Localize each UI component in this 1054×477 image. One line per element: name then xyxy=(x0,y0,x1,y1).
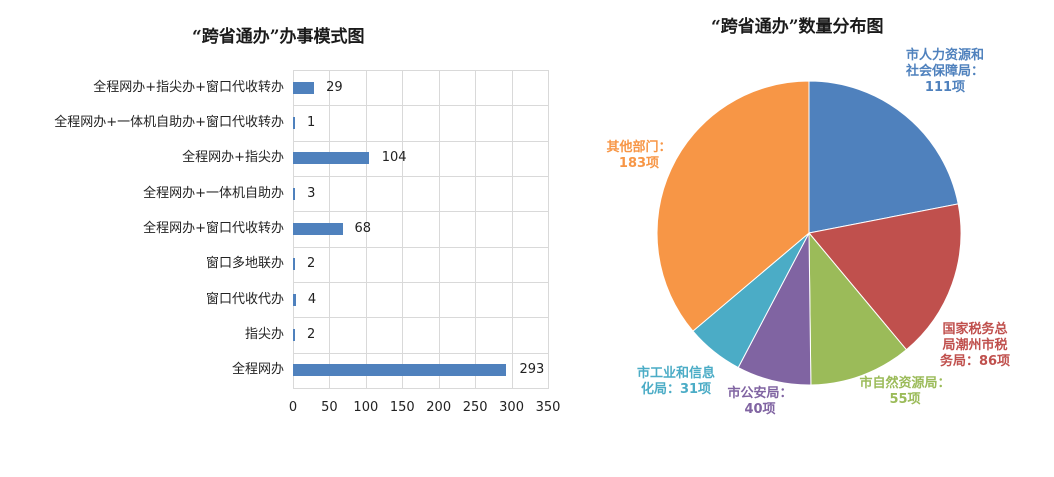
gridline-horizontal xyxy=(293,70,549,71)
slice-label-line: 市自然资源局： xyxy=(859,376,951,391)
gridline-vertical xyxy=(402,70,404,388)
x-tick-label: 0 xyxy=(288,400,298,415)
category-label: 指尖办 xyxy=(244,327,284,342)
bar xyxy=(293,152,369,165)
value-label: 293 xyxy=(519,362,545,378)
gridline-vertical xyxy=(548,70,549,388)
bar xyxy=(293,81,315,94)
category-label: 全程网办+指尖办 xyxy=(182,150,284,166)
slice-label-line: 183项 xyxy=(618,156,660,171)
slice-label-line: 111项 xyxy=(924,80,966,95)
slice-label-line: 55项 xyxy=(889,392,921,407)
category-label: 窗口代收代办 xyxy=(205,291,284,307)
slice-label-line: 化局：31项 xyxy=(640,382,712,397)
x-tick-label: 150 xyxy=(389,400,415,415)
value-label: 104 xyxy=(381,150,407,166)
value-label: 2 xyxy=(307,327,316,342)
category-label: 全程网办 xyxy=(231,362,284,378)
value-label: 4 xyxy=(307,291,317,307)
slice-label-line: 市工业和信息 xyxy=(636,366,715,381)
pie-slice xyxy=(808,231,908,386)
gridline-vertical xyxy=(365,70,367,388)
bar xyxy=(293,293,296,306)
gridline-horizontal xyxy=(293,282,549,283)
slice-label-line: 社会保障局： xyxy=(905,64,984,79)
gridline-horizontal xyxy=(293,176,549,177)
gridline-horizontal xyxy=(293,246,549,248)
slice-label: 市人力资源和 社会保障局： 111项 xyxy=(890,48,1000,96)
gridline-horizontal xyxy=(293,317,549,319)
slice-label-line: 务局：86项 xyxy=(939,354,1011,369)
slice-label-line: 局潮州市税 xyxy=(942,338,1008,353)
value-label: 68 xyxy=(354,221,372,236)
gridline-horizontal xyxy=(293,388,549,389)
slice-label: 国家税务总 局潮州市税 务局：86项 xyxy=(935,322,1015,370)
value-label: 1 xyxy=(307,115,316,130)
slice-label-line: 市人力资源和 xyxy=(905,48,984,63)
gridline-horizontal xyxy=(293,105,549,107)
gridline-vertical xyxy=(475,70,477,388)
bar xyxy=(293,187,296,200)
slice-label-line: 市公安局： xyxy=(727,386,793,401)
slice-label: 市公安局： 40项 xyxy=(720,386,800,418)
gridline-vertical xyxy=(511,70,513,388)
category-label: 全程网办+一体机自助办+窗口代收转办 xyxy=(54,115,284,130)
x-tick-label: 100 xyxy=(353,400,379,415)
x-tick-label: 350 xyxy=(535,400,561,415)
bar xyxy=(293,258,295,271)
slice-label-line: 国家税务总 xyxy=(942,322,1008,337)
category-label: 全程网办+指尖办+窗口代收转办 xyxy=(93,79,284,95)
pie-slice xyxy=(808,203,962,351)
bar-chart-title: “跨省通办”办事模式图 xyxy=(192,27,365,47)
x-tick-label: 300 xyxy=(499,400,524,415)
value-label: 3 xyxy=(307,185,316,201)
category-label: 窗口多地联办 xyxy=(205,256,284,272)
gridline-horizontal xyxy=(293,352,549,354)
x-tick-label: 50 xyxy=(321,400,338,415)
x-tick-label: 250 xyxy=(462,400,488,415)
bar xyxy=(293,117,295,129)
value-label: 2 xyxy=(307,256,316,272)
pie-chart-title: “跨省通办”数量分布图 xyxy=(711,17,884,37)
pie-slice xyxy=(656,80,810,332)
slice-label: 市工业和信息 化局：31项 xyxy=(626,366,726,398)
bar xyxy=(293,329,295,341)
bar xyxy=(293,364,507,377)
gridline-horizontal xyxy=(293,140,549,142)
slice-label-line: 其他部门： xyxy=(606,140,672,155)
category-label: 全程网办+窗口代收转办 xyxy=(143,221,284,236)
slice-label: 其他部门： 183项 xyxy=(604,140,674,172)
gridline-vertical xyxy=(438,70,440,388)
bar xyxy=(293,223,343,235)
slice-label-line: 40项 xyxy=(744,402,776,417)
category-label: 全程网办+一体机自助办 xyxy=(143,185,284,201)
slice-label: 市自然资源局： 55项 xyxy=(850,376,960,408)
value-label: 29 xyxy=(326,79,343,95)
x-tick-label: 200 xyxy=(426,400,452,415)
gridline-horizontal xyxy=(293,211,549,213)
pie-slice xyxy=(808,80,959,234)
